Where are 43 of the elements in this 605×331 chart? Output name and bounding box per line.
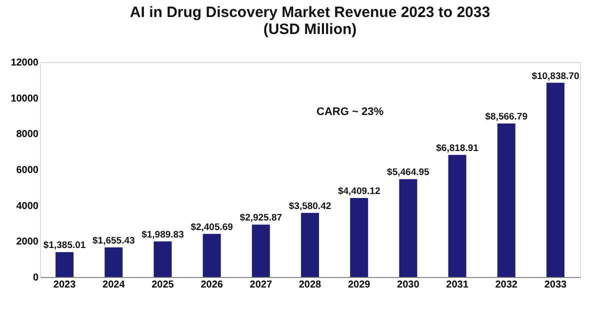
bar: [202, 234, 221, 277]
x-tick-label: 2029: [348, 280, 371, 290]
data-label: $8,566.79: [485, 112, 528, 123]
data-label: $2,405.69: [190, 222, 233, 233]
y-tick-label: 10000: [10, 93, 39, 104]
x-tick-label: 2033: [544, 280, 568, 290]
y-tick-label: 6000: [16, 165, 39, 176]
data-label: $3,580.42: [288, 200, 332, 212]
bar: [497, 124, 516, 277]
data-label: $1,989.83: [142, 229, 184, 240]
bar: [56, 252, 74, 277]
x-tick-label: 2023: [53, 280, 76, 290]
x-tick-label: 2025: [152, 280, 174, 290]
x-tick-label: 2031: [446, 280, 469, 290]
x-tick-label: 2032: [495, 280, 518, 290]
y-tick-label: 0: [32, 272, 39, 284]
data-label: $6,818.91: [436, 142, 480, 154]
bar: [104, 247, 123, 277]
data-label: $5,464.95: [387, 167, 430, 178]
data-label: $4,409.12: [338, 186, 380, 198]
data-label: $2,925.87: [240, 212, 282, 224]
y-tick-label: 2000: [16, 236, 39, 248]
bar: [301, 212, 319, 277]
data-label: $10,838.70: [532, 70, 580, 82]
bar: [252, 224, 270, 277]
x-tick-label: 2024: [102, 280, 126, 290]
y-tick-label: 12000: [10, 58, 39, 68]
y-tick-label: 8000: [16, 129, 39, 140]
data-label: $1,655.43: [92, 235, 135, 246]
x-tick-label: 2027: [250, 280, 272, 290]
data-label: $1,385.01: [43, 240, 86, 252]
bar: [154, 241, 172, 277]
text: (USD Million): [263, 21, 357, 38]
x-tick-label: 2030: [397, 280, 420, 290]
bar: [399, 179, 418, 277]
bar: [350, 198, 368, 277]
bar: [546, 82, 564, 277]
annotation: CARG ~ 23%: [316, 106, 384, 118]
x-tick-label: 2028: [298, 280, 322, 290]
x-tick-label: 2026: [200, 280, 224, 290]
text: AI in Drug Discovery Market Revenue 2023 to 2033: [130, 4, 490, 21]
y-tick-label: 4000: [16, 200, 39, 212]
bar: [448, 154, 466, 277]
